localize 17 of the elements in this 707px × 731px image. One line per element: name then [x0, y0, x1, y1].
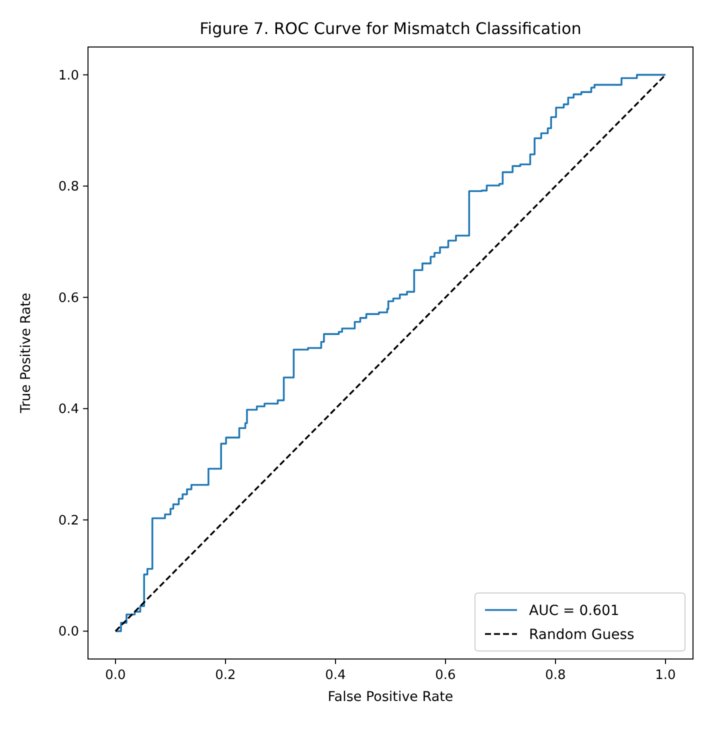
y-axis-title: True Positive Rate — [18, 292, 34, 414]
y-tick-label: 0.0 — [58, 624, 79, 640]
x-tick-label: 0.0 — [105, 668, 126, 683]
x-tick-label: 0.8 — [545, 668, 566, 683]
y-tick-label: 0.2 — [58, 513, 79, 528]
x-tick-label: 0.4 — [325, 668, 346, 683]
y-tick-label: 0.4 — [58, 402, 79, 418]
y-tick-label: 1.0 — [58, 68, 79, 84]
x-tick-label: 1.0 — [655, 668, 676, 683]
y-tick-label: 0.8 — [58, 180, 79, 195]
y-tick-label: 0.6 — [58, 290, 79, 306]
legend-label: Random Guess — [529, 626, 634, 643]
x-axis-title: False Positive Rate — [328, 689, 454, 705]
chart-title: Figure 7. ROC Curve for Mismatch Classification — [200, 19, 582, 38]
legend-label: AUC = 0.601 — [529, 602, 620, 619]
x-tick-label: 0.6 — [435, 668, 456, 683]
x-tick-label: 0.2 — [215, 668, 236, 683]
